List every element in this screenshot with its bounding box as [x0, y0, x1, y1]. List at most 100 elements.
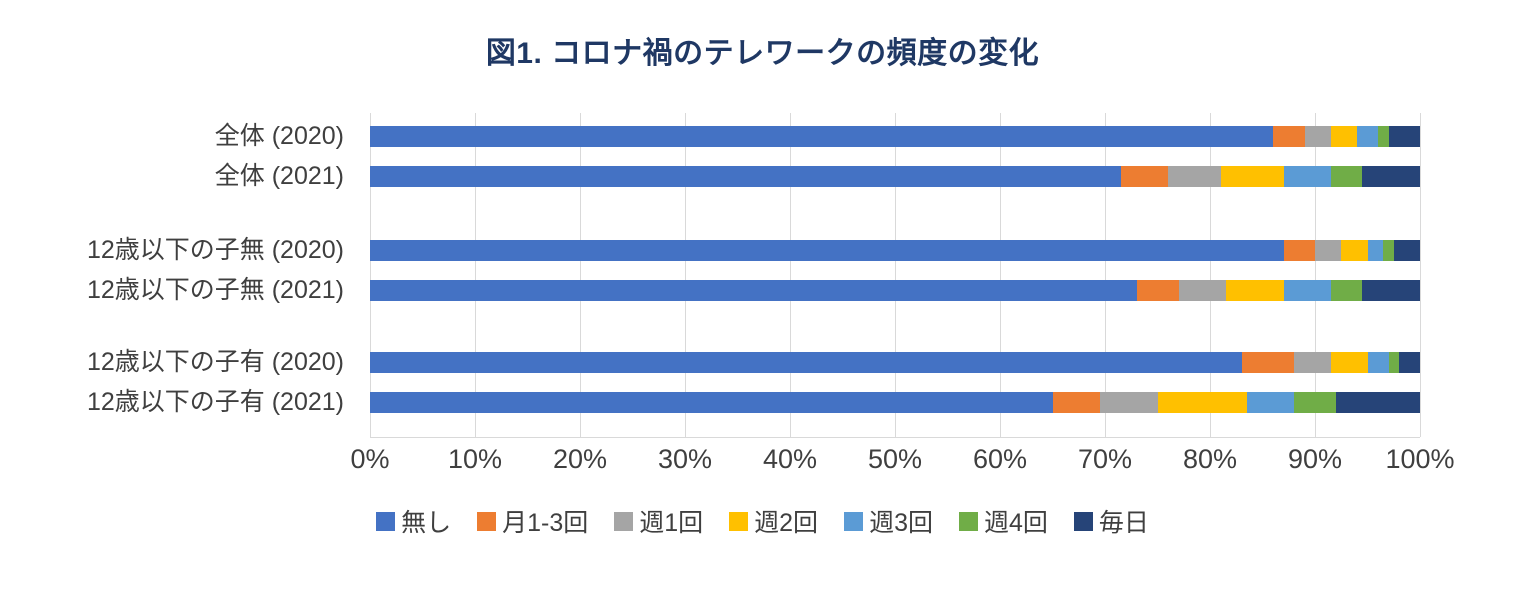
- x-axis-tick: 40%: [762, 444, 818, 474]
- bar-segment: [1120, 166, 1168, 187]
- bar-segment: [1378, 126, 1389, 147]
- legend-swatch: [614, 511, 634, 531]
- bar-segment: [370, 166, 1121, 187]
- bar-segment: [1367, 352, 1389, 373]
- chart-legend: 無し 月1-3回 週1回 週2回 週3回 週4回 毎日: [0, 503, 1525, 539]
- x-axis-tick: 60%: [972, 444, 1028, 474]
- bar-segment: [1383, 240, 1394, 261]
- bar-segment: [1330, 166, 1363, 187]
- bar-segment: [1294, 392, 1336, 413]
- x-axis-tick: 100%: [1385, 444, 1455, 474]
- bar-segment: [1241, 352, 1294, 373]
- bar-segment: [1099, 392, 1158, 413]
- bar-row: [370, 392, 1420, 413]
- bar-segment: [1225, 280, 1284, 301]
- bar-segment: [1330, 352, 1368, 373]
- legend-item: 週4回: [958, 503, 1048, 539]
- bar-segment: [1246, 392, 1294, 413]
- bar-segment: [1341, 240, 1368, 261]
- x-axis-tick: 30%: [657, 444, 713, 474]
- bar-segment: [1367, 240, 1384, 261]
- x-axis-tick-labels: 0% 10% 20% 30% 40% 50% 60% 70% 80% 90% 100%: [350, 444, 1454, 480]
- legend-swatch: [729, 511, 749, 531]
- gridline: [370, 113, 371, 437]
- bar-segment: [370, 392, 1053, 413]
- category-label: 全体 (2021): [214, 162, 344, 190]
- bar-row: [370, 166, 1420, 187]
- bar-segment: [1399, 352, 1420, 373]
- chart-title: 図1. コロナ禍のテレワークの頻度の変化: [485, 37, 1040, 70]
- bar-segment: [370, 352, 1242, 373]
- bar-segment: [1157, 392, 1247, 413]
- x-axis-tick: 20%: [552, 444, 608, 474]
- bar-segment: [1220, 166, 1284, 187]
- bar-segment: [1330, 126, 1357, 147]
- x-axis-tick: 80%: [1182, 444, 1238, 474]
- bar-segment: [1168, 166, 1221, 187]
- x-axis-tick: 50%: [867, 444, 923, 474]
- legend-item: 月1-3回: [477, 503, 588, 539]
- bar-segment: [1330, 280, 1363, 301]
- bar-segment: [1294, 352, 1331, 373]
- bar-segment: [1388, 126, 1420, 147]
- gridline: [1315, 113, 1316, 437]
- legend-item: 週3回: [844, 503, 933, 539]
- gridline: [895, 113, 896, 437]
- bar-segment: [1362, 166, 1420, 187]
- legend-swatch: [376, 511, 396, 531]
- bar-segment: [1336, 392, 1420, 413]
- legend-swatch: [477, 511, 497, 531]
- plot-area: [370, 113, 1421, 438]
- legend-swatch: [958, 511, 978, 531]
- bar-segment: [1283, 166, 1331, 187]
- bar-row: [370, 126, 1420, 147]
- bar-segment: [1315, 240, 1342, 261]
- legend-item: 週1回: [614, 503, 703, 539]
- category-label: 12歳以下の子有 (2020): [86, 348, 344, 376]
- legend-label: 月1-3回: [502, 509, 589, 537]
- category-label: 12歳以下の子有 (2021): [86, 388, 344, 416]
- gridline: [1210, 113, 1211, 437]
- gridline: [475, 113, 476, 437]
- bar-segment: [1357, 126, 1378, 147]
- y-axis-category-labels: 全体 (2020) 全体 (2021) 12歳以下の子無 (2020) 12歳以下の子…: [0, 113, 354, 437]
- legend-swatch: [844, 511, 864, 531]
- bar-row: [370, 352, 1420, 373]
- bar-segment: [370, 126, 1273, 147]
- legend-label: 週3回: [869, 509, 933, 537]
- legend-item: 週2回: [729, 503, 818, 539]
- gridline: [685, 113, 686, 437]
- legend-item: 無し: [376, 503, 451, 539]
- legend-label: 週2回: [754, 509, 819, 537]
- category-label: 12歳以下の子無 (2021): [86, 276, 344, 304]
- bar-segment: [1052, 392, 1100, 413]
- legend-item: 毎日: [1073, 503, 1149, 539]
- x-axis-tick: 0%: [350, 444, 390, 474]
- bar-segment: [1273, 126, 1305, 147]
- gridline: [580, 113, 581, 437]
- bar-segment: [1178, 280, 1226, 301]
- legend-label: 週4回: [983, 509, 1048, 537]
- x-axis-tick: 70%: [1077, 444, 1133, 474]
- legend-label: 週1回: [639, 509, 704, 537]
- bar-segment: [370, 280, 1137, 301]
- legend-label: 毎日: [1098, 509, 1149, 537]
- gridline: [1000, 113, 1001, 437]
- x-axis-tick: 90%: [1287, 444, 1343, 474]
- gridline: [1105, 113, 1106, 437]
- bar-row: [370, 280, 1420, 301]
- bar-row: [370, 240, 1420, 261]
- gridline: [790, 113, 791, 437]
- bar-segment: [1388, 352, 1399, 373]
- x-axis-tick: 10%: [447, 444, 503, 474]
- category-label: 全体 (2020): [214, 122, 344, 150]
- legend-label: 無し: [401, 509, 452, 537]
- legend-swatch: [1073, 511, 1093, 531]
- bar-segment: [1283, 240, 1315, 261]
- bar-segment: [1304, 126, 1331, 147]
- bar-segment: [370, 240, 1284, 261]
- bar-segment: [1362, 280, 1420, 301]
- bar-segment: [1393, 240, 1420, 261]
- bar-segment: [1136, 280, 1179, 301]
